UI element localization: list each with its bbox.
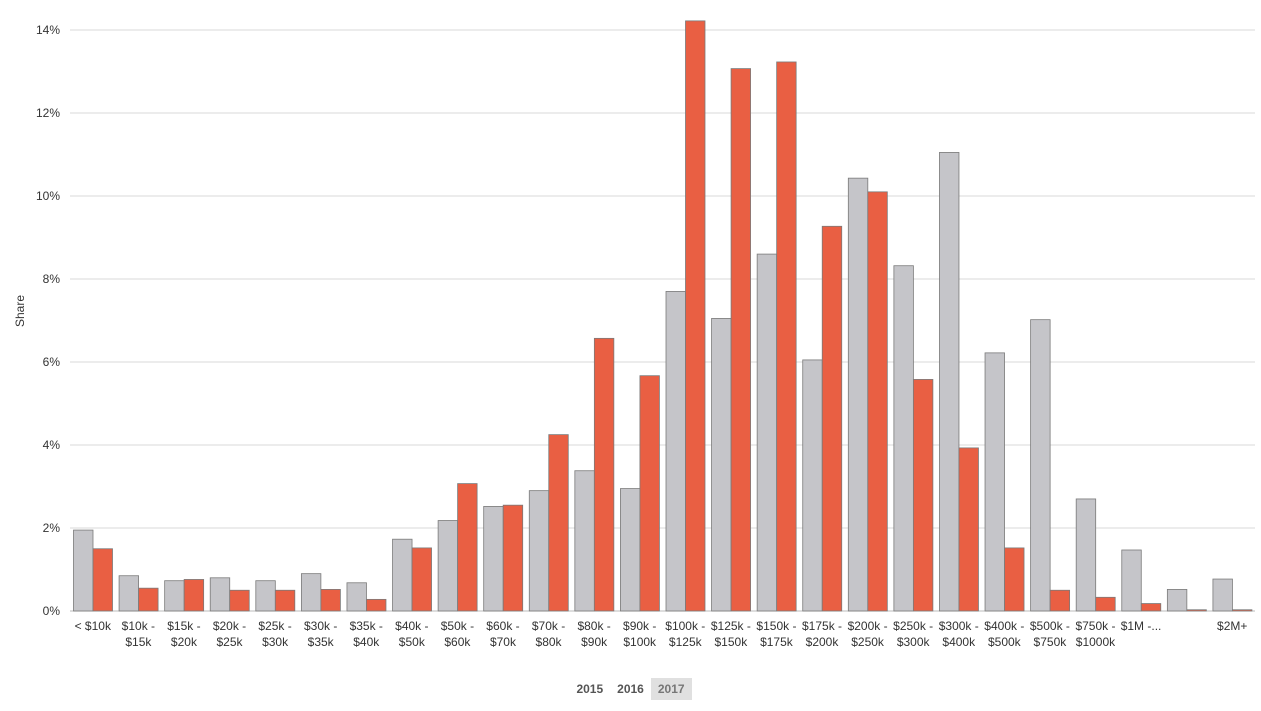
bar-series-1[interactable] [711,318,732,612]
bar-series-1[interactable] [392,538,413,612]
bar-series-1[interactable] [1030,319,1051,612]
x-tick-label: $250k -$300k [893,619,933,649]
bar-series-2[interactable] [1049,589,1071,612]
bars [73,20,1253,612]
x-tick-label: $150k -$175k [756,619,796,649]
bar-series-2[interactable] [1232,609,1253,612]
bar-series-1[interactable] [209,577,231,612]
y-tick-label: 4% [43,438,61,452]
x-tick-label: $40k -$50k [395,619,428,649]
year-button-2016[interactable]: 2016 [617,682,644,696]
y-tick-label: 8% [43,272,61,286]
bar-series-1[interactable] [1121,549,1142,612]
y-tick-label: 14% [36,23,60,37]
x-tick-label: $500k -$750k [1030,619,1070,649]
bar-series-1[interactable] [1166,589,1188,612]
bar-series-2[interactable] [593,337,615,612]
bar-series-2[interactable] [867,191,888,612]
bar-series-1[interactable] [574,470,595,612]
bar-series-1[interactable] [984,352,1005,612]
x-tick-label: $200k -$250k [848,619,888,649]
bar-series-2[interactable] [730,68,751,612]
bar-series-1[interactable] [665,291,686,612]
bar-series-2[interactable] [1095,596,1116,612]
bar-series-1[interactable] [939,152,960,612]
x-tick-label: $80k -$90k [577,619,610,649]
bar-series-2[interactable] [502,504,524,612]
bar-series-2[interactable] [274,589,296,612]
x-tick-label: $30k -$35k [304,619,337,649]
x-tick-label: $400k -$500k [984,619,1024,649]
bar-chart: 0% 2% 4% 6% 8% 10% 12% 14% Share < $10k $10k -$1… [13,20,1255,649]
bar-series-1[interactable] [528,490,550,612]
bar-series-2[interactable] [138,587,159,612]
x-tick-label: $175k -$200k [802,619,842,649]
bar-series-1[interactable] [437,520,459,612]
bar-series-1[interactable] [483,506,504,612]
bar-series-1[interactable] [847,177,869,612]
x-axis-ticks: < $10k $10k -$15k $15k -$20k $20k -$25k $25k… [75,619,1248,649]
bar-series-2[interactable] [776,61,797,612]
bar-series-1[interactable] [756,253,778,612]
y-tick-label: 12% [36,106,60,120]
bar-series-2[interactable] [821,225,843,612]
bar-series-1[interactable] [802,359,823,612]
bar-series-2[interactable] [1140,603,1162,612]
bar-series-1[interactable] [1212,578,1233,612]
bar-series-1[interactable] [118,575,139,612]
x-tick-label: < $10k [75,619,112,633]
bar-series-1[interactable] [164,580,185,612]
bar-series-2[interactable] [411,547,432,612]
x-tick-label: $2M+ [1217,619,1247,633]
year-button-2015[interactable]: 2015 [576,682,604,696]
x-tick-label: $90k -$100k [623,619,657,649]
x-tick-label: $20k -$25k [213,619,246,649]
bar-series-1[interactable] [893,265,914,612]
bar-series-2[interactable] [912,379,934,612]
bar-series-1[interactable] [255,580,276,612]
y-axis-title: Share [13,295,27,327]
y-tick-label: 0% [43,604,61,618]
bar-series-2[interactable] [685,20,706,612]
bar-series-2[interactable] [1004,547,1025,612]
bar-series-2[interactable] [366,598,387,612]
bar-series-1[interactable] [620,488,641,612]
x-tick-label: $1M -... [1121,619,1162,633]
x-tick-label: $35k -$40k [350,619,383,649]
y-tick-label: 6% [43,355,61,369]
x-tick-label: $50k -$60k [441,619,474,649]
y-axis-ticks: 0% 2% 4% 6% 8% 10% 12% 14% [36,23,60,618]
bar-series-2[interactable] [548,434,569,612]
y-tick-label: 2% [43,521,61,535]
bar-series-2[interactable] [639,375,660,612]
x-tick-label: $60k -$70k [486,619,519,649]
bar-series-2[interactable] [229,589,250,612]
x-tick-label: $15k -$20k [167,619,200,649]
x-tick-label: $100k -$125k [665,619,705,649]
year-button-2017[interactable]: 2017 [650,678,692,700]
bar-series-2[interactable] [958,447,979,612]
bar-series-2[interactable] [183,579,205,612]
bar-series-1[interactable] [300,573,322,612]
year-selector: 2015 2016 2017 [0,678,1261,700]
bar-series-2[interactable] [92,548,113,612]
x-tick-label: $750k -$1000k [1075,619,1116,649]
x-tick-label: $25k -$30k [258,619,291,649]
x-tick-label: $300k -$400k [939,619,979,649]
bar-series-2[interactable] [1186,609,1207,612]
gridlines [70,29,1255,612]
x-tick-label: $125k -$150k [711,619,751,649]
bar-series-2[interactable] [457,483,478,612]
bar-series-1[interactable] [1075,498,1097,612]
y-tick-label: 10% [36,189,60,203]
bar-series-2[interactable] [320,589,341,612]
x-tick-label: $10k -$15k [122,619,155,649]
bar-series-1[interactable] [346,582,367,612]
bar-series-1[interactable] [73,529,94,612]
x-tick-label: $70k -$80k [532,619,565,649]
